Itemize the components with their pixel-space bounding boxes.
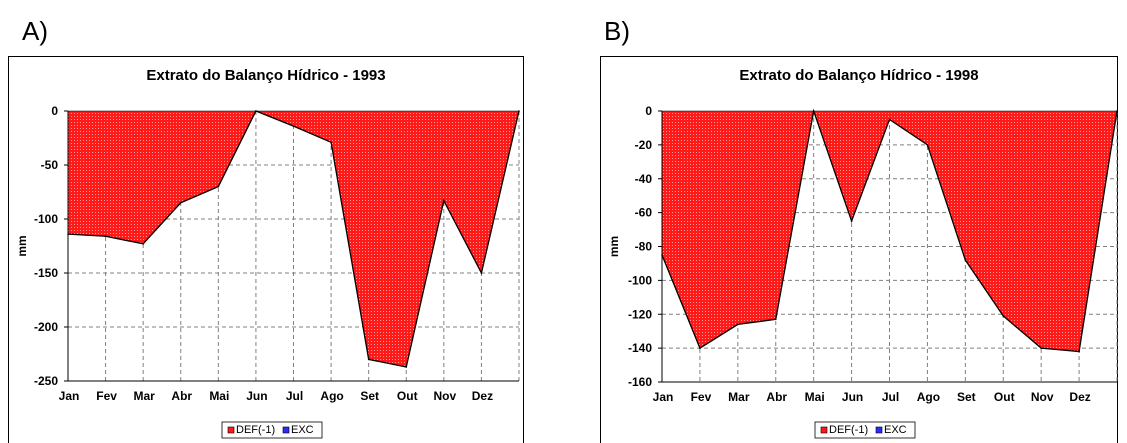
data-point — [518, 110, 520, 112]
data-point — [964, 259, 967, 261]
x-tick-label: Jan — [59, 389, 80, 403]
data-point — [774, 318, 777, 321]
chart-legend: DEF(-1) EXC — [814, 421, 916, 439]
x-tick-label: Set — [957, 390, 976, 404]
data-point — [142, 243, 144, 245]
x-tick-label: Dez — [472, 389, 493, 403]
x-tick-label: Jul — [882, 390, 899, 404]
deficit-area — [68, 111, 519, 367]
data-point — [850, 220, 853, 222]
x-tick-label: Fev — [691, 390, 712, 404]
x-tick-label: Ago — [320, 389, 343, 403]
y-tick-label: 0 — [645, 104, 652, 118]
y-tick-label: -60 — [635, 206, 653, 220]
chart-title: Extrato do Balanço Hídrico - 1993 — [146, 67, 385, 84]
x-tick-label: Jun — [246, 389, 267, 403]
data-point — [480, 272, 483, 274]
data-point — [443, 199, 445, 202]
data-point — [699, 347, 701, 349]
deficit-area — [662, 111, 1117, 352]
y-tick-label: -40 — [635, 172, 653, 186]
y-tick-label: -160 — [628, 375, 652, 389]
panel-label-b: B) — [604, 16, 630, 46]
data-point — [217, 185, 220, 188]
x-tick-label: Jan — [653, 390, 674, 404]
y-tick-label: -80 — [635, 240, 653, 254]
data-point — [367, 358, 370, 361]
y-tick-label: 0 — [51, 104, 58, 118]
y-tick-label: -200 — [34, 320, 58, 334]
x-tick-label: Fev — [96, 389, 117, 403]
y-tick-label: -250 — [34, 374, 58, 388]
legend-swatch-exc — [282, 426, 290, 434]
x-tick-label: Dez — [1069, 390, 1090, 404]
x-tick-label: Mar — [133, 389, 155, 403]
data-point — [1002, 315, 1005, 317]
data-point — [737, 323, 739, 326]
data-point — [1078, 350, 1080, 353]
legend-label-def: DEF(-1) — [236, 424, 275, 436]
data-point — [179, 202, 182, 204]
y-tick-label: -100 — [628, 273, 652, 287]
y-axis-label: mm — [607, 236, 621, 257]
y-axis-label: mm — [15, 235, 29, 256]
x-tick-label: Ago — [917, 390, 940, 404]
data-point — [888, 118, 891, 121]
y-tick-label: -100 — [34, 212, 58, 226]
chart-title: Extrato do Balanço Hídrico - 1998 — [739, 67, 978, 84]
y-tick-label: -140 — [628, 341, 652, 355]
data-point — [1040, 347, 1042, 349]
x-tick-label: Set — [360, 389, 379, 403]
data-point — [926, 144, 929, 146]
x-tick-label: Jul — [286, 389, 303, 403]
chart-legend: DEF(-1) EXC — [221, 421, 323, 439]
legend-box — [221, 421, 323, 439]
water-balance-chart-1998: Extrato do Balanço Hídrico - 1998 0 -20 -40… — [600, 56, 1118, 443]
y-tick-label: -50 — [41, 158, 59, 172]
x-tick-label: Jun — [842, 390, 863, 404]
legend-swatch-def — [227, 426, 235, 434]
legend-label-def: DEF(-1) — [829, 424, 868, 436]
legend-swatch-exc — [875, 426, 883, 434]
panel-label-a: A) — [22, 16, 48, 46]
x-tick-label: Mar — [728, 390, 750, 404]
data-point — [330, 141, 332, 144]
x-tick-label: Nov — [433, 389, 456, 403]
legend-label-exc: EXC — [884, 424, 907, 436]
y-tick-label: -20 — [635, 138, 653, 152]
x-tick-label: Out — [994, 390, 1015, 404]
data-point — [104, 235, 107, 238]
legend-box — [814, 421, 916, 439]
y-tick-label: -120 — [628, 307, 652, 321]
x-tick-label: Abr — [766, 390, 787, 404]
legend-swatch-def — [820, 426, 828, 434]
x-tick-label: Mai — [209, 389, 229, 403]
x-tick-label: Out — [397, 389, 418, 403]
y-tick-label: -150 — [34, 266, 58, 280]
x-tick-label: Abr — [171, 389, 192, 403]
x-tick-label: Nov — [1031, 390, 1054, 404]
water-balance-chart-1993: Extrato do Balanço Hídrico - 1993 0 -50 -10… — [8, 56, 524, 443]
legend-label-exc: EXC — [291, 424, 314, 436]
data-point — [292, 125, 295, 127]
data-point — [405, 366, 408, 368]
x-tick-label: Mai — [805, 390, 825, 404]
